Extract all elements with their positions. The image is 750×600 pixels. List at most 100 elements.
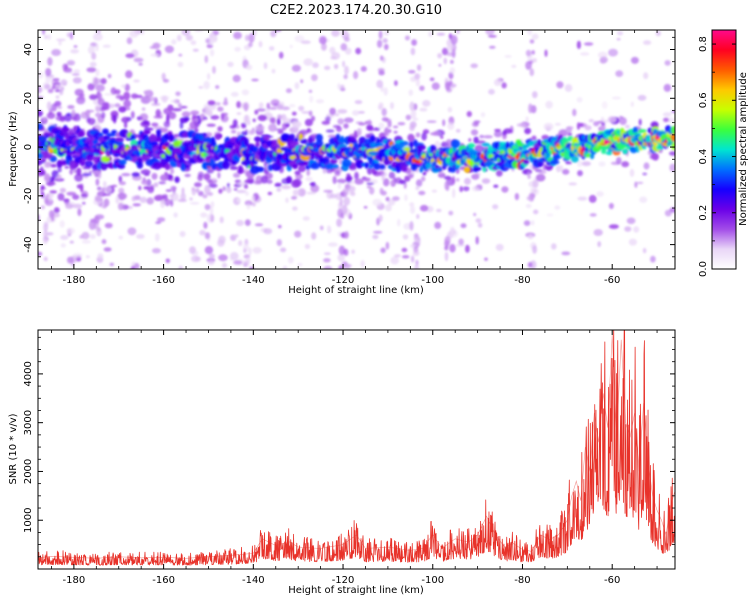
- speckle-blob: [309, 95, 314, 103]
- speckle-blob: [241, 89, 250, 96]
- speckle-blob: [531, 135, 537, 140]
- speckle-blob: [160, 199, 165, 204]
- speckle-streak: [45, 68, 52, 77]
- ridge-blob: [253, 145, 259, 154]
- colorbar-label: Normalized spectral amplitude: [738, 72, 749, 226]
- speckle-blob: [626, 217, 636, 225]
- speckle-blob: [131, 93, 138, 99]
- ridge-blob: [249, 165, 260, 174]
- speckle-streak: [450, 59, 454, 64]
- speckle-blob: [624, 226, 632, 232]
- speckle-blob: [136, 234, 145, 239]
- speckle-blob: [481, 178, 491, 184]
- speckle-blob: [473, 212, 477, 217]
- speckle-blob: [278, 51, 284, 59]
- speckle-blob: [126, 37, 133, 45]
- speckle-blob: [337, 109, 348, 114]
- speckle-blob: [668, 151, 675, 156]
- speckle-blob: [442, 119, 446, 127]
- speckle-blob: [351, 249, 355, 254]
- speckle-blob: [229, 252, 239, 261]
- speckle-blob: [541, 134, 549, 141]
- speckle-blob: [308, 110, 313, 117]
- speckle-blob: [589, 213, 597, 217]
- speckle-blob: [104, 186, 112, 194]
- speckle-blob: [129, 30, 139, 38]
- speckle-blob: [664, 209, 672, 217]
- speckle-blob: [85, 109, 91, 117]
- speckle-streak: [380, 247, 386, 254]
- y-tick-label: 40: [23, 43, 34, 56]
- speckle-blob: [121, 116, 130, 123]
- speckle-streak: [378, 214, 383, 222]
- speckle-blob: [294, 170, 301, 175]
- speckle-blob: [404, 194, 408, 202]
- speckle-blob: [139, 113, 149, 121]
- speckle-blob: [294, 82, 300, 90]
- speckle-blob: [468, 138, 472, 142]
- speckle-streak: [384, 43, 389, 51]
- speckle-blob: [616, 31, 624, 36]
- speckle-blob: [222, 186, 227, 192]
- speckle-blob: [287, 256, 294, 264]
- speckle-blob: [189, 121, 199, 129]
- ridge-blob: [399, 141, 409, 145]
- speckle-blob: [434, 140, 441, 149]
- speckle-blob: [643, 40, 652, 45]
- ridge-blob: [163, 141, 171, 148]
- speckle-blob: [474, 144, 485, 153]
- speckle-blob: [197, 190, 204, 197]
- speckle-streak: [529, 39, 535, 44]
- speckle-blob: [197, 174, 203, 181]
- ridge-blob: [164, 163, 170, 171]
- speckle-blob: [76, 96, 86, 105]
- speckle-streak: [451, 175, 456, 184]
- spectrogram-frame: [37, 29, 676, 270]
- speckle-blob: [642, 172, 647, 176]
- speckle-blob: [581, 161, 591, 167]
- speckle-blob: [115, 196, 120, 204]
- speckle-blob: [580, 52, 590, 56]
- speckle-blob: [73, 45, 78, 48]
- speckle-streak: [245, 64, 253, 71]
- speckle-blob: [393, 130, 398, 134]
- y-tick-label: -20: [23, 188, 34, 204]
- speckle-blob: [352, 110, 360, 116]
- speckle-blob: [54, 178, 65, 182]
- speckle-blob: [38, 71, 44, 79]
- speckle-streak: [210, 201, 215, 208]
- speckle-blob: [232, 119, 238, 128]
- ridge-blob: [156, 131, 161, 139]
- speckle-blob: [92, 33, 103, 41]
- speckle-streak: [96, 227, 101, 233]
- speckle-blob: [608, 48, 618, 57]
- speckle-blob: [465, 244, 470, 253]
- speckle-blob: [455, 178, 460, 182]
- speckle-blob: [177, 198, 187, 203]
- ridge-blob: [129, 134, 136, 141]
- ridge-blob: [308, 136, 314, 145]
- speckle-blob: [323, 265, 333, 269]
- speckle-blob: [297, 188, 306, 197]
- speckle-blob: [291, 64, 301, 72]
- speckle-streak: [340, 84, 345, 90]
- speckle-blob: [140, 169, 151, 175]
- speckle-blob: [125, 70, 133, 79]
- speckle-blob: [535, 173, 546, 182]
- figure-title: C2E2.2023.174.20.30.G10: [270, 3, 442, 18]
- speckle-blob: [195, 188, 200, 193]
- speckle-blob: [56, 174, 62, 180]
- speckle-streak: [97, 92, 103, 102]
- speckle-streak: [527, 234, 534, 240]
- speckle-streak: [244, 219, 251, 227]
- speckle-blob: [163, 121, 171, 128]
- speckle-streak: [243, 260, 250, 267]
- speckle-blob: [504, 55, 512, 58]
- speckle-blob: [52, 78, 60, 82]
- speckle-blob: [254, 223, 264, 227]
- speckle-streak: [47, 88, 54, 94]
- speckle-blob: [421, 132, 427, 141]
- speckle-blob: [471, 173, 480, 180]
- speckle-blob: [162, 194, 168, 199]
- speckle-blob: [87, 83, 95, 91]
